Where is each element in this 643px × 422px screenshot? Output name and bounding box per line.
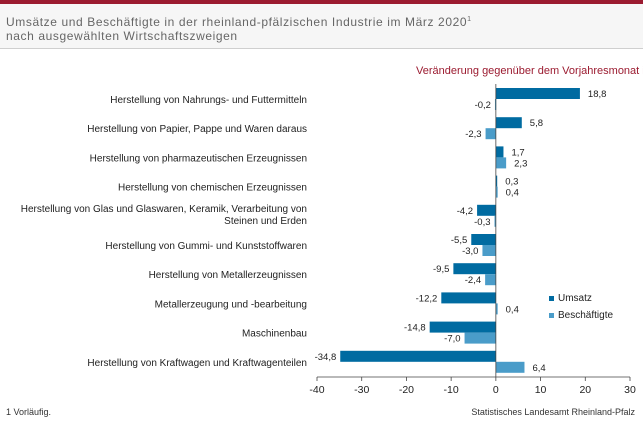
bar-beschaeftigte — [485, 274, 496, 286]
data-label: 1,7 — [511, 147, 524, 158]
accent-bar — [0, 0, 643, 4]
data-label: -4,2 — [457, 206, 473, 217]
bar-umsatz — [453, 263, 496, 275]
bar-beschaeftigte — [495, 361, 525, 373]
category-label: Herstellung von Metallerzeugnissen — [149, 270, 307, 281]
category-label: Herstellung von Gummi- und Kunststoffwar… — [105, 241, 307, 252]
bar-umsatz — [495, 175, 498, 187]
category-label: Metallerzeugung und -bearbeitung — [155, 299, 307, 310]
data-label: -7,0 — [444, 334, 460, 345]
data-label: -0,3 — [474, 217, 490, 228]
x-tick-label: -20 — [399, 384, 414, 396]
bar-umsatz — [495, 146, 504, 158]
category-label: Maschinenbau — [242, 329, 307, 340]
chart-title: Umsätze und Beschäftigte in der rheinlan… — [6, 15, 472, 29]
bar-umsatz — [477, 204, 496, 216]
category-label: Herstellung von Glas und Glaswaren, Kera… — [21, 204, 307, 215]
data-label: 5,8 — [530, 118, 543, 129]
data-label: -2,3 — [465, 129, 481, 140]
bar-umsatz — [495, 117, 522, 129]
bar-beschaeftigte — [464, 332, 496, 344]
bar-beschaeftigte — [494, 215, 496, 227]
data-label: -9,5 — [433, 264, 449, 275]
footnote-marker: 1 — [467, 16, 472, 23]
data-label: -14,8 — [404, 323, 426, 334]
data-label: -2,4 — [465, 275, 481, 286]
bar-beschaeftigte — [495, 157, 507, 169]
category-label: Herstellung von chemischen Erzeugnissen — [118, 183, 307, 194]
data-label: -34,8 — [315, 352, 337, 363]
x-tick-label: -10 — [444, 384, 459, 396]
x-tick-label: -40 — [309, 384, 324, 396]
legend-entry: Umsatz — [558, 293, 592, 304]
x-tick-label: 0 — [493, 384, 499, 396]
data-label: 2,3 — [514, 158, 527, 169]
bar-beschaeftigte — [495, 186, 498, 198]
bar-umsatz — [471, 234, 496, 245]
bar-beschaeftigte — [482, 245, 496, 256]
data-label: -12,2 — [416, 293, 438, 304]
data-label: 0,4 — [506, 188, 519, 199]
data-label: 0,4 — [506, 304, 519, 315]
source-note: Statistisches Landesamt Rheinland-Pfalz — [471, 407, 635, 417]
chart-header: Umsätze und Beschäftigte in der rheinlan… — [0, 4, 643, 49]
x-tick-label: 10 — [535, 384, 547, 396]
bar-umsatz — [495, 88, 580, 99]
bar-beschaeftigte — [495, 303, 498, 315]
bar-umsatz — [429, 321, 496, 333]
data-label: 18,8 — [588, 89, 607, 100]
data-label: 6,4 — [532, 363, 545, 374]
data-label: -5,5 — [451, 235, 467, 246]
bar-beschaeftigte — [485, 128, 496, 140]
bar-umsatz — [441, 292, 496, 304]
bar-umsatz — [340, 350, 496, 362]
footnote: 1 Vorläufig. — [6, 407, 52, 417]
legend-swatch — [549, 296, 554, 301]
x-tick-label: 30 — [624, 384, 636, 396]
chart-subtitle: nach ausgewählten Wirtschaftszweigen — [6, 29, 238, 43]
data-label: -0,2 — [475, 100, 491, 111]
category-label: Herstellung von Kraftwagen und Kraftwage… — [87, 358, 307, 369]
unit-label: Veränderung gegenüber dem Vorjahresmonat… — [416, 65, 643, 77]
legend-swatch — [549, 313, 554, 318]
category-label: Herstellung von pharmazeutischen Erzeugn… — [90, 153, 307, 164]
data-label: 0,3 — [505, 177, 518, 188]
category-label: Herstellung von Papier, Pappe und Waren … — [87, 124, 307, 135]
legend-entry: Beschäftigte — [558, 310, 613, 321]
x-tick-label: 20 — [579, 384, 591, 396]
data-label: -3,0 — [462, 246, 478, 257]
x-tick-label: -30 — [354, 384, 369, 396]
category-label: Herstellung von Nahrungs- und Futtermitt… — [110, 95, 307, 106]
category-label: Steinen und Erden — [224, 216, 307, 227]
